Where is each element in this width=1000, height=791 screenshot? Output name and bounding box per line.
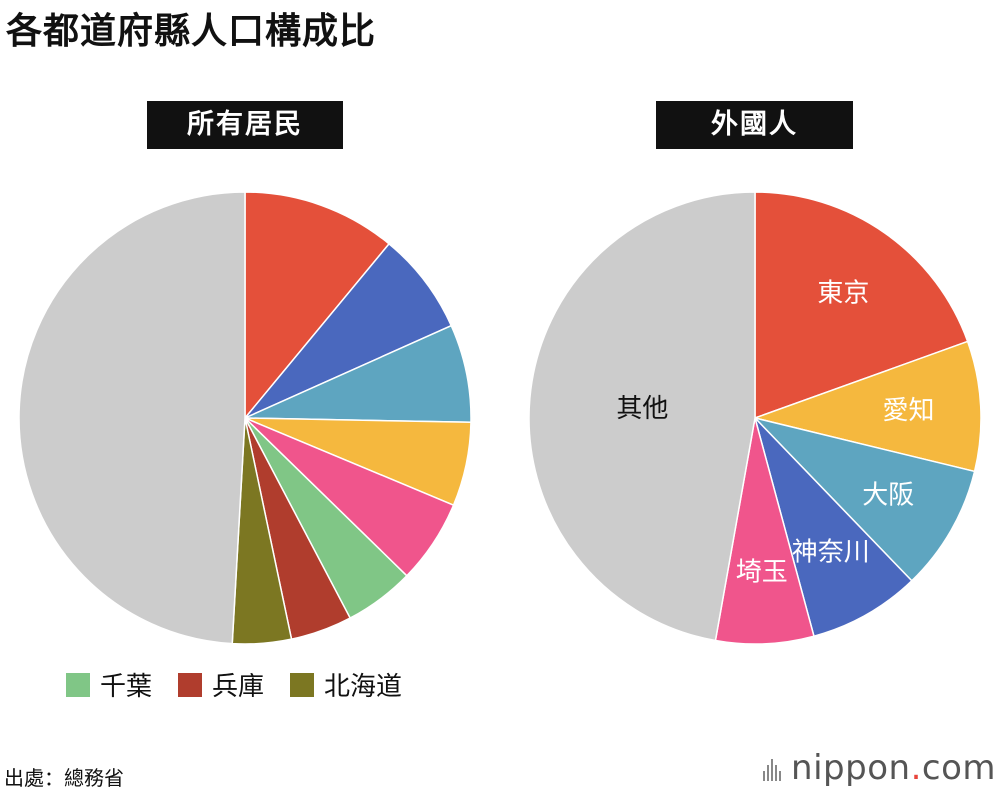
legend-label: 兵庫 bbox=[212, 666, 264, 703]
slice-label: 東京 bbox=[817, 278, 869, 308]
legend-swatch bbox=[178, 673, 202, 697]
slice-label: 愛知 bbox=[882, 396, 934, 426]
slice-label: 神奈川 bbox=[792, 538, 870, 568]
slice-label: 其他 bbox=[616, 394, 668, 424]
legend-label: 北海道 bbox=[324, 666, 402, 703]
legend-swatch bbox=[290, 673, 314, 697]
legend: 千葉 兵庫 北海道 bbox=[66, 666, 428, 703]
legend-label: 千葉 bbox=[100, 666, 152, 703]
brand-bars-icon bbox=[763, 755, 783, 781]
legend-swatch bbox=[66, 673, 90, 697]
source-note: 出處：總務省 bbox=[4, 762, 124, 791]
pie-all-residents bbox=[19, 192, 471, 644]
slice-label: 埼玉 bbox=[736, 558, 788, 588]
pie-slice bbox=[19, 192, 245, 644]
brand-logo[interactable]: nippon. com bbox=[763, 748, 996, 788]
brand-tld: com bbox=[922, 748, 996, 788]
brand-dot: . bbox=[911, 748, 922, 788]
legend-item-chiba: 千葉 bbox=[66, 666, 152, 703]
legend-item-hyogo: 兵庫 bbox=[178, 666, 264, 703]
legend-item-hokkaido: 北海道 bbox=[290, 666, 402, 703]
brand-name: nippon bbox=[791, 748, 911, 788]
slice-label: 大阪 bbox=[862, 481, 914, 511]
